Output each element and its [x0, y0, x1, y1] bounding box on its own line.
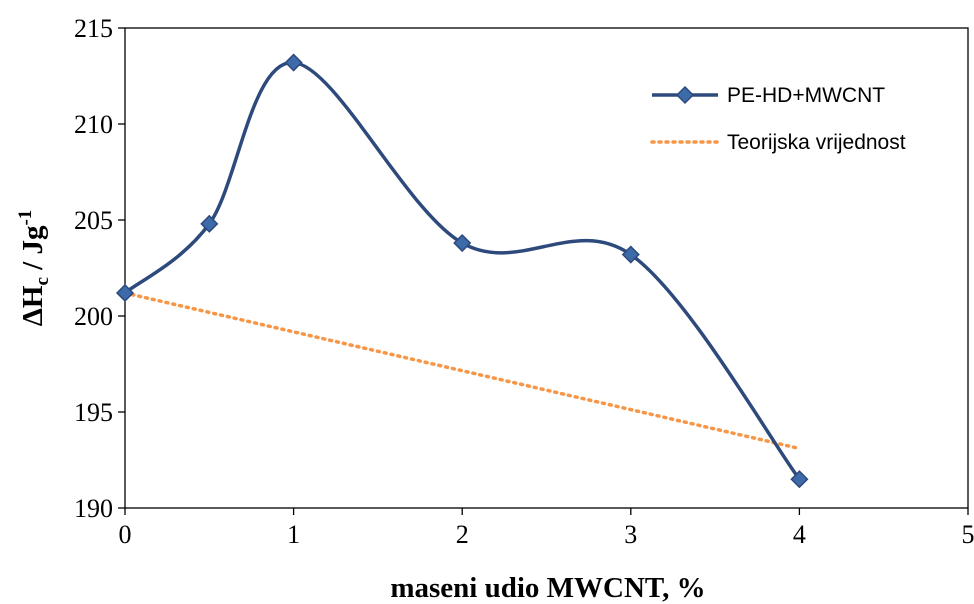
x-axis-ticks: 0 1 2 3 4 5 [119, 508, 974, 549]
legend-label-pe-hd: PE-HD+MWCNT [727, 84, 885, 107]
y-axis-title: ΔHc / Jg-1 [15, 210, 53, 327]
x-tick-label: 0 [119, 520, 132, 549]
y-axis-title-h: H [17, 285, 49, 308]
legend-marker-pe-hd [677, 87, 693, 103]
series-layer [117, 55, 807, 488]
data-point-pe-hd-mwcnt [286, 55, 302, 71]
y-tick-label: 205 [74, 206, 113, 235]
x-axis-title: maseni udio MWCNT, % [390, 572, 705, 604]
y-tick-label: 195 [74, 398, 113, 427]
y-axis-ticks: 190 195 200 205 210 215 [74, 14, 125, 523]
legend: PE-HD+MWCNT Teorijska vrijednost [652, 84, 906, 154]
x-tick-label: 4 [793, 520, 806, 549]
y-tick-label: 215 [74, 14, 113, 43]
x-tick-label: 5 [962, 520, 974, 549]
y-axis-title-delta: Δ [17, 308, 49, 326]
y-axis-title-superscript: -1 [15, 210, 36, 226]
y-axis-title-subscript: c [32, 277, 53, 285]
y-tick-label: 190 [74, 494, 113, 523]
series-line-pe-hd-mwcnt [125, 63, 799, 480]
x-tick-label: 3 [624, 520, 637, 549]
series-line-teorijska-vrijednost [125, 293, 799, 449]
x-tick-label: 2 [456, 520, 469, 549]
y-tick-label: 200 [74, 302, 113, 331]
y-axis-title-unit: / Jg [17, 225, 49, 277]
legend-label-teorijska: Teorijska vrijednost [727, 131, 906, 154]
x-tick-label: 1 [287, 520, 300, 549]
y-tick-label: 210 [74, 110, 113, 139]
